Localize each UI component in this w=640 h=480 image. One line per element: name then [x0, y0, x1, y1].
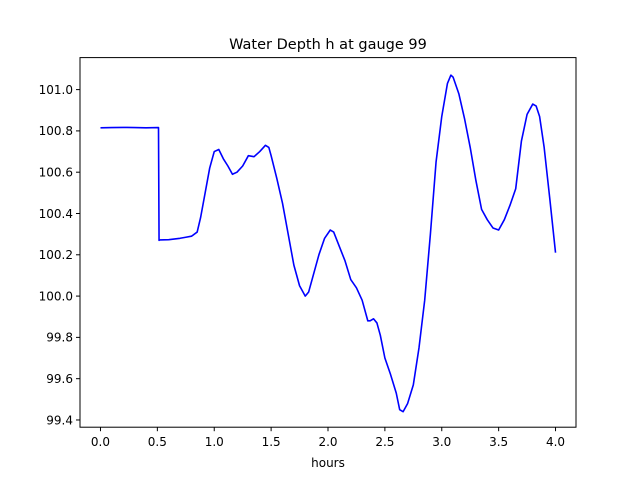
series-line-0 [100, 74, 557, 413]
plot-area [100, 74, 557, 413]
y-tick-label: 100.2 [39, 248, 73, 262]
y-tick-label: 99.4 [46, 413, 73, 427]
x-tick-label: 3.5 [489, 435, 508, 449]
x-tick-label: 3.0 [432, 435, 451, 449]
x-tick-label: 4.0 [546, 435, 565, 449]
y-axis: 99.4 99.6 99.8 100.0 100.2 100.4 100.6 100.8 101… [39, 83, 80, 427]
x-tick-label: 2.5 [375, 435, 394, 449]
chart-title: Water Depth h at gauge 99 [229, 37, 427, 53]
y-tick-label: 100.8 [39, 124, 73, 138]
y-tick-label: 99.6 [46, 372, 73, 386]
y-tick-label: 101.0 [39, 83, 73, 97]
x-axis-label: hours [311, 456, 345, 470]
x-tick-label: 1.0 [205, 435, 224, 449]
x-tick-label: 1.5 [262, 435, 281, 449]
x-axis: 0.0 0.5 1.0 1.5 2.0 2.5 3.0 3.5 4.0 [91, 427, 565, 449]
y-tick-label: 99.8 [46, 331, 73, 345]
y-tick-label: 100.4 [39, 207, 73, 221]
plot-frame [79, 57, 577, 428]
x-tick-label: 0.0 [91, 435, 110, 449]
y-tick-label: 100.0 [39, 289, 73, 303]
y-tick-label: 100.6 [39, 165, 73, 179]
x-tick-label: 2.0 [318, 435, 337, 449]
x-tick-label: 0.5 [148, 435, 167, 449]
